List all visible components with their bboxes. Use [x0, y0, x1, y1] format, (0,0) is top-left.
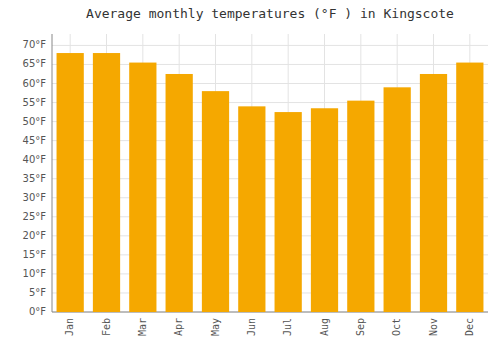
y-tick-label: 30°F [23, 192, 47, 203]
bar [57, 53, 84, 312]
x-tick-label: Aug [319, 318, 330, 336]
x-tick-label: Dec [464, 318, 475, 336]
y-axis-line [52, 34, 53, 312]
y-tick-label: 20°F [23, 230, 47, 241]
bar [275, 112, 302, 312]
x-tick-label: Oct [391, 318, 402, 336]
x-tick-label: Jun [246, 318, 257, 336]
y-tick-label: 25°F [23, 211, 47, 222]
chart-svg: 0°F 5°F 10°F 15°F 20°F 25°F 30°F 35°F 40°F 45°F 50… [0, 0, 500, 350]
axes: 0°F 5°F 10°F 15°F 20°F 25°F 30°F 35°F 40°F 45°F 50… [23, 34, 488, 336]
y-tick-label: 10°F [23, 268, 47, 279]
grid [52, 34, 488, 312]
y-tick-label: 45°F [23, 135, 47, 146]
bar [129, 63, 156, 312]
bar [347, 101, 374, 312]
y-tick-label: 70°F [23, 39, 47, 50]
bar [311, 108, 338, 312]
bar [202, 91, 229, 312]
bar [456, 63, 483, 312]
y-tick-label: 0°F [29, 306, 46, 317]
bar [93, 53, 120, 312]
title: Average monthly temperatures (°F ) in Ki… [86, 6, 454, 21]
x-tick-label: Feb [101, 318, 112, 336]
bar [420, 74, 447, 312]
bar [166, 74, 193, 312]
y-tick-label: 15°F [23, 249, 47, 260]
x-tick-label: Jan [64, 318, 75, 336]
y-grid-line [52, 45, 488, 46]
y-tick-label: 35°F [23, 173, 47, 184]
y-tick-label: 50°F [23, 116, 47, 127]
x-tick-label: Sep [355, 318, 366, 336]
y-tick-label: 60°F [23, 78, 47, 89]
bar [238, 106, 265, 312]
x-tick-label: Nov [428, 318, 439, 336]
y-tick-label: 5°F [29, 287, 46, 298]
bars [57, 53, 484, 312]
x-tick-label: Jul [282, 318, 293, 336]
x-tick-label: May [210, 318, 221, 336]
chart-container: 0°F 5°F 10°F 15°F 20°F 25°F 30°F 35°F 40°F 45°F 50… [0, 0, 500, 350]
x-tick-label: Mar [137, 318, 148, 336]
y-tick-label: 40°F [23, 154, 47, 165]
bar [384, 87, 411, 312]
y-tick-label: 65°F [23, 58, 47, 69]
y-tick-label: 55°F [23, 97, 47, 108]
x-tick-label: Apr [173, 318, 184, 336]
